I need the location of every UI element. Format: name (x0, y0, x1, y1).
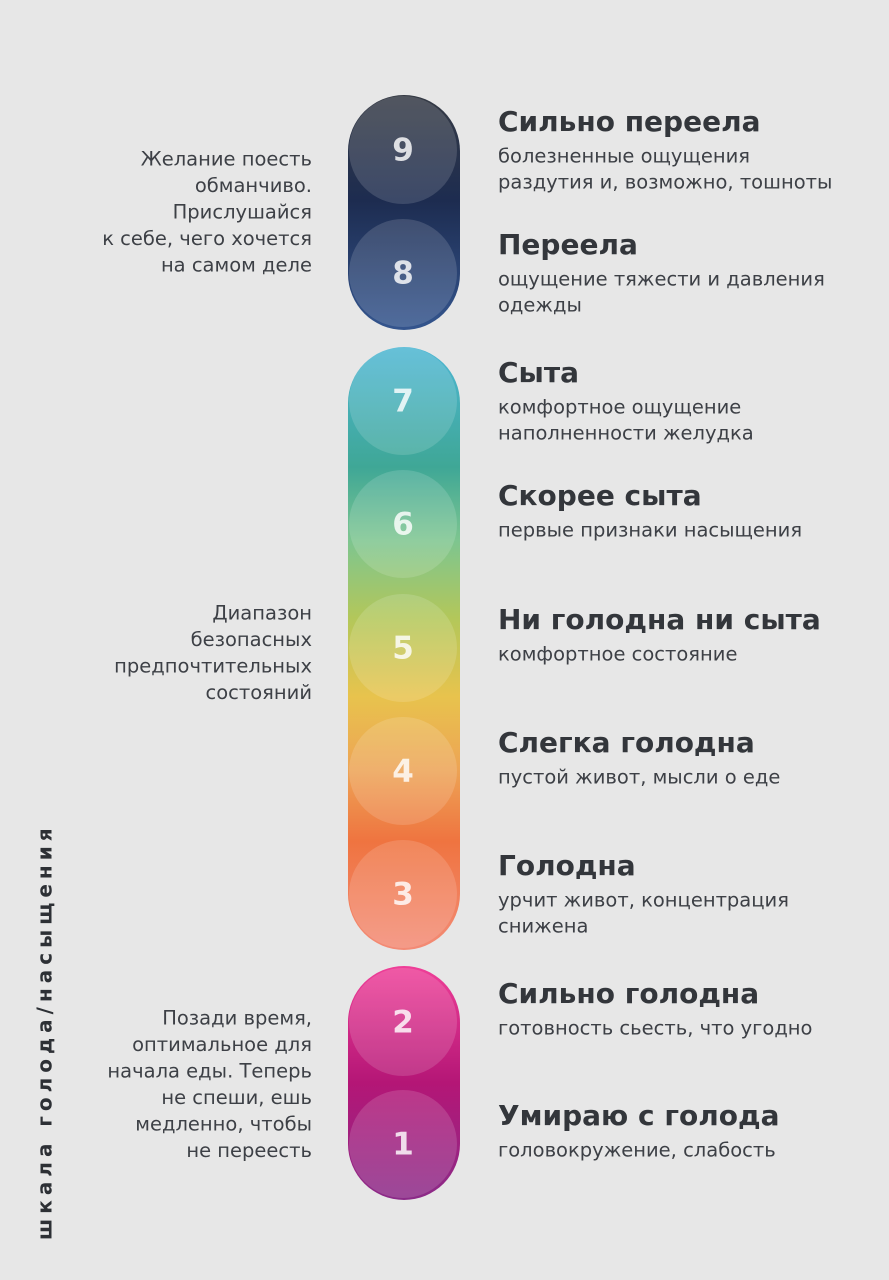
level-circle (349, 219, 457, 327)
side-note: на самом деле (161, 254, 312, 277)
level-circle (349, 968, 457, 1076)
level-description: урчит живот, концентрация (498, 889, 789, 912)
level-description: болезненные ощущения (498, 145, 750, 168)
level-description: головокружение, слабость (498, 1139, 776, 1162)
level-description: одежды (498, 294, 582, 317)
level-description: пустой живот, мысли о еде (498, 766, 780, 789)
level-number: 1 (392, 1127, 414, 1163)
level-number: 8 (392, 256, 414, 292)
level-circle (349, 96, 457, 204)
level-circle (349, 717, 457, 825)
level-circle (349, 1090, 457, 1198)
level-number: 7 (392, 384, 414, 420)
side-note: Прислушайся (173, 201, 312, 224)
level-title: Сыта (498, 356, 579, 389)
pill-overeating (348, 95, 460, 330)
level-description: наполненности желудка (498, 422, 754, 445)
level-number: 6 (392, 507, 414, 543)
side-note: Позади время, (162, 1007, 312, 1030)
level-description: первые признаки насыщения (498, 519, 802, 542)
level-description: готовность сьесть, что угодно (498, 1017, 812, 1040)
level-description: ощущение тяжести и давления (498, 268, 825, 291)
level-title: Умираю с голода (498, 1099, 779, 1132)
level-number: 2 (392, 1005, 414, 1041)
level-description: раздутия и, возможно, тошноты (498, 171, 832, 194)
level-title: Скорее сыта (498, 479, 702, 512)
level-circle (349, 347, 457, 455)
pill-hungry (348, 966, 460, 1200)
side-note: оптимальное для (132, 1033, 312, 1056)
level-circle (349, 594, 457, 702)
pill-safe (348, 347, 460, 950)
side-note: Желание поесть (141, 148, 312, 171)
side-note: состояний (206, 681, 313, 704)
level-description: комфортное состояние (498, 643, 737, 666)
level-number: 5 (392, 631, 414, 667)
level-circle (349, 470, 457, 578)
level-number: 3 (392, 877, 414, 913)
level-number: 4 (392, 754, 414, 790)
side-note: начала еды. Теперь (107, 1060, 312, 1083)
level-title: Голодна (498, 849, 636, 882)
level-number: 9 (392, 133, 414, 169)
side-note: к себе, чего хочется (102, 227, 312, 250)
level-description: комфортное ощущение (498, 396, 741, 419)
level-title: Сильно переела (498, 105, 760, 138)
side-note: Диапазон (212, 602, 312, 625)
level-title: Сильно голодна (498, 977, 759, 1010)
side-note: медленно, чтобы (135, 1113, 312, 1136)
side-note: предпочтительных (114, 655, 312, 678)
level-title: Переела (498, 228, 638, 261)
side-note: не переесть (186, 1139, 312, 1162)
side-note: обманчиво. (195, 174, 312, 197)
side-title: шкала голода/насыщения (33, 823, 57, 1240)
side-note: безопасных (191, 628, 312, 651)
level-title: Ни голодна ни сыта (498, 603, 821, 636)
level-circle (349, 840, 457, 948)
side-note: не спеши, ешь (161, 1086, 312, 1109)
level-description: снижена (498, 915, 588, 938)
level-title: Слегка голодна (498, 726, 755, 759)
